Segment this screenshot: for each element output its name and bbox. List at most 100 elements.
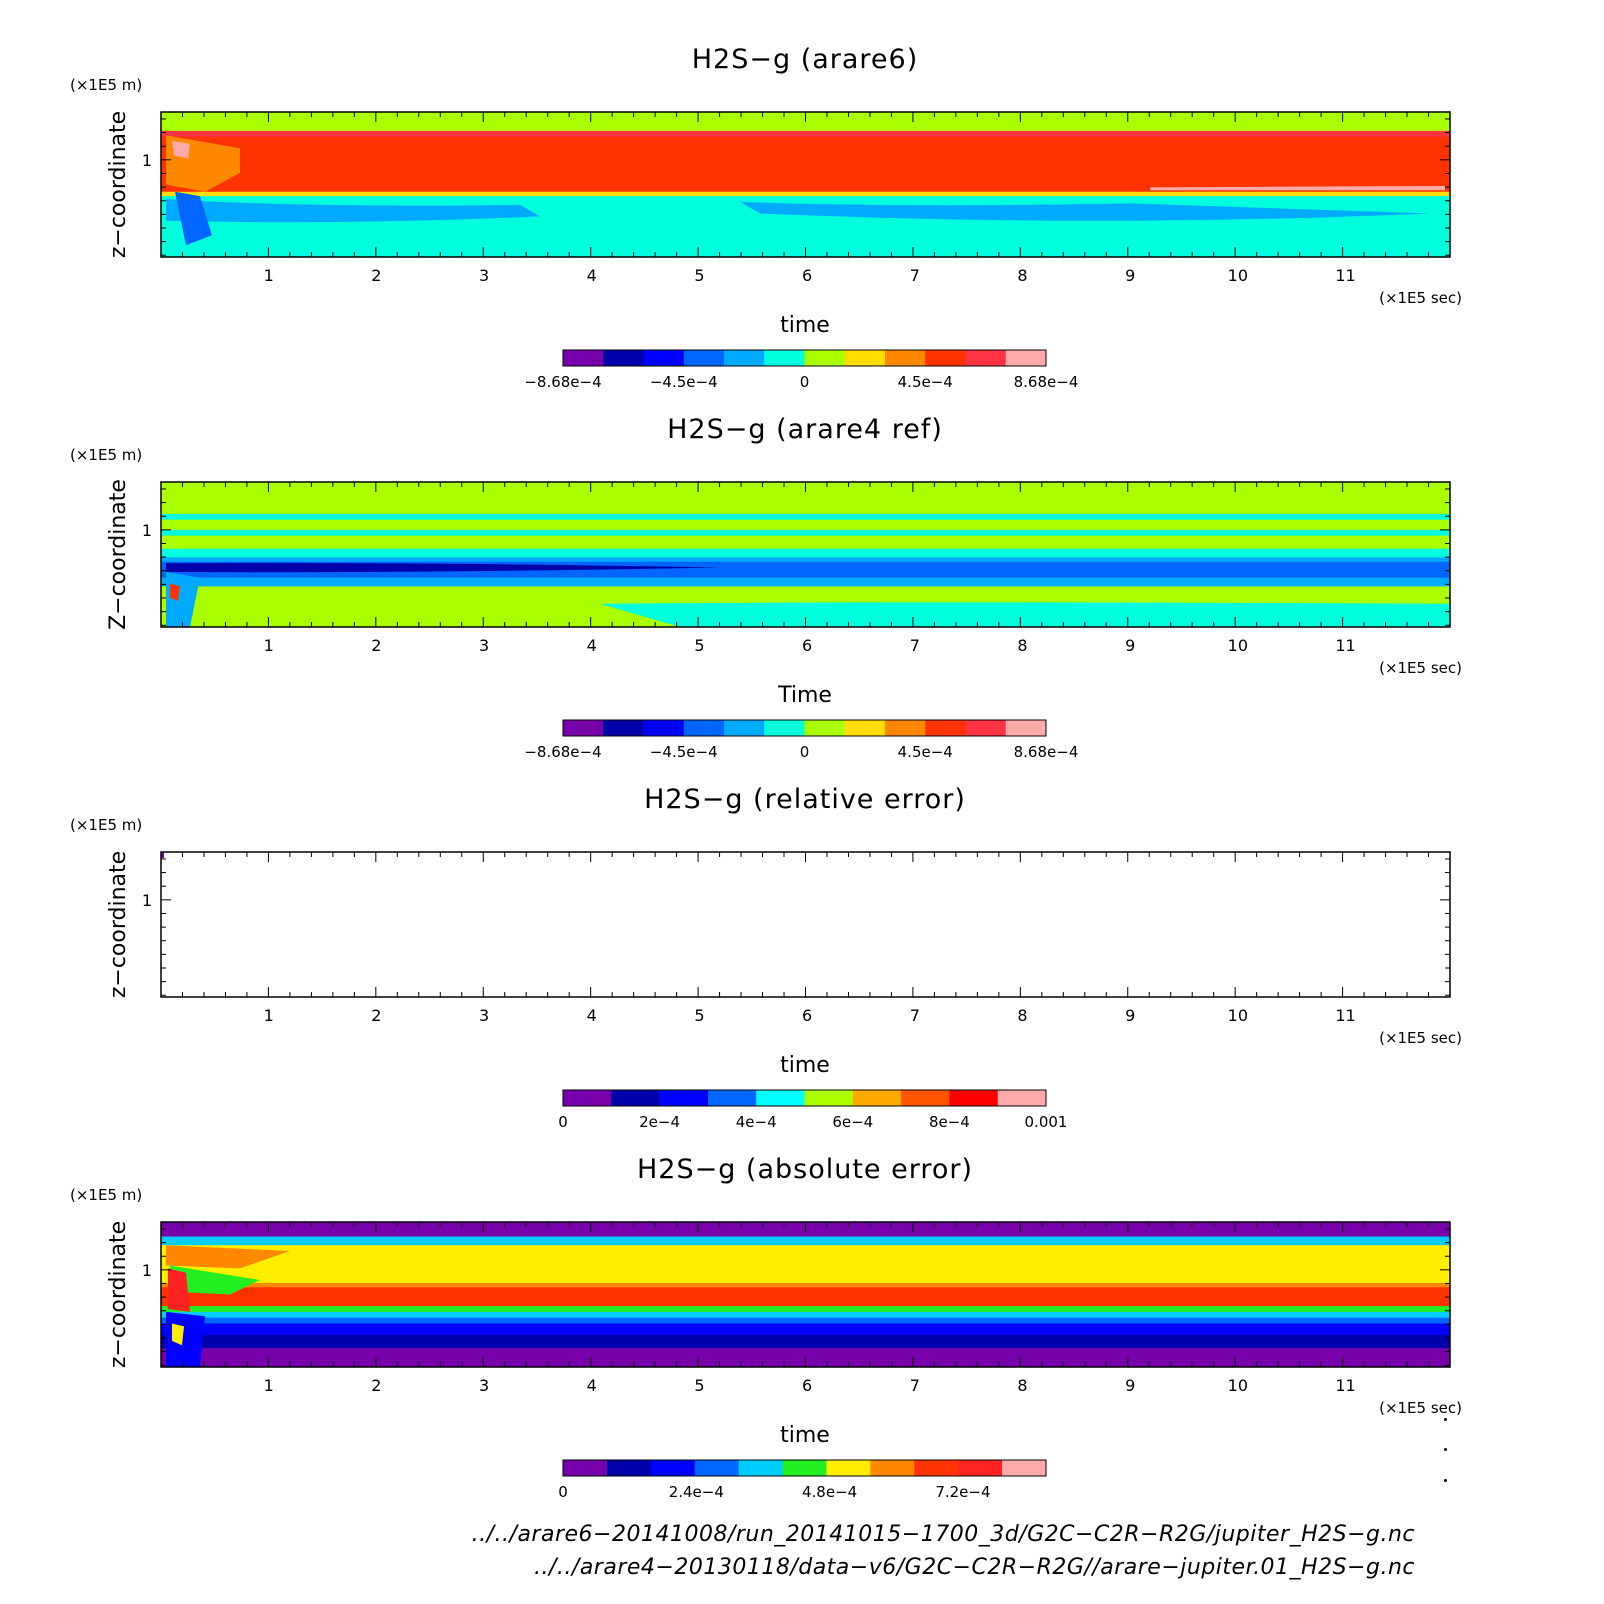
contour-band xyxy=(161,1317,1450,1324)
colorbar-swatch xyxy=(650,1460,696,1476)
colorbar-label: 6e−4 xyxy=(832,1113,873,1131)
colorbar-swatch xyxy=(885,720,926,736)
x-tick-label: 1 xyxy=(264,1006,274,1025)
colorbar-swatch xyxy=(965,350,1007,366)
colorbar-swatch xyxy=(965,720,1007,736)
x-tick-label: 8 xyxy=(1017,1376,1027,1395)
y-tick-label: 1 xyxy=(142,521,152,540)
contour-band xyxy=(161,513,1450,521)
colorbar-label: 8e−4 xyxy=(929,1113,970,1131)
panel-3: H2S−g (relative error) (×1E5 m) z−coordina… xyxy=(70,784,1462,1131)
panel-title: H2S−g (arare4 ref) xyxy=(667,414,943,445)
colorbar-label: 0.001 xyxy=(1025,1113,1068,1131)
colorbar-swatch xyxy=(683,350,725,366)
x-tick-label: 5 xyxy=(694,1006,704,1025)
x-tick-label: 11 xyxy=(1335,1376,1355,1395)
colorbar-label: −8.68e−4 xyxy=(524,373,601,391)
x-tick-label: 4 xyxy=(587,266,597,285)
colorbar-label: 4.8e−4 xyxy=(802,1483,857,1501)
colorbar-swatch xyxy=(1002,1460,1047,1476)
colorbar-label: 8.68e−4 xyxy=(1014,743,1079,761)
y-axis-unit: (×1E5 m) xyxy=(70,76,142,94)
colorbar-swatch xyxy=(603,720,644,736)
colorbar-swatch xyxy=(852,1090,902,1106)
x-axis-label: time xyxy=(780,313,830,338)
contour-band xyxy=(161,1282,1450,1288)
x-tick-label: 10 xyxy=(1228,266,1248,285)
colorbar-label: −4.5e−4 xyxy=(650,373,718,391)
x-tick-label: 6 xyxy=(802,266,812,285)
x-tick-label: 5 xyxy=(694,1376,704,1395)
y-axis-label: z−coordinate xyxy=(106,851,131,998)
x-tick-label: 7 xyxy=(910,266,920,285)
x-tick-label: 6 xyxy=(802,1006,812,1025)
contour-patch xyxy=(170,1265,260,1295)
y-axis-label: z−coordinate xyxy=(106,1221,131,1368)
x-axis-unit: (×1E5 sec) xyxy=(1379,289,1462,307)
colorbar-swatch xyxy=(694,1460,739,1476)
colorbar-swatch xyxy=(844,350,886,366)
contour-band xyxy=(161,557,1450,563)
panel-title: H2S−g (arare6) xyxy=(692,44,919,75)
x-tick-label: 5 xyxy=(694,636,704,655)
contour-patch xyxy=(166,199,540,223)
x-tick-label: 11 xyxy=(1335,636,1355,655)
colorbar-frame xyxy=(562,1089,1047,1107)
contour-band xyxy=(161,1287,1450,1307)
colorbar-label: 4e−4 xyxy=(736,1113,777,1131)
colorbar-frame xyxy=(562,719,1047,737)
x-tick-label: 11 xyxy=(1335,266,1355,285)
contour-band xyxy=(161,1335,1450,1349)
colorbar-swatch xyxy=(1005,720,1047,736)
contour-patch xyxy=(1150,185,1445,191)
colorbar-swatch xyxy=(764,720,805,736)
colorbar-label: 2e−4 xyxy=(639,1113,680,1131)
colorbar-label: 4.5e−4 xyxy=(898,373,953,391)
panel-4: H2S−g (absolute error) (×1E5 m) z−coordina… xyxy=(70,1154,1462,1501)
colorbar-swatch xyxy=(826,1460,871,1476)
colorbar-frame xyxy=(562,349,1047,367)
contour-band xyxy=(161,535,1450,550)
y-axis-label: Z−coordinate xyxy=(106,479,131,630)
x-axis-label: time xyxy=(780,1053,830,1078)
colorbar-swatch xyxy=(724,350,765,366)
x-axis-unit: (×1E5 sec) xyxy=(1379,1029,1462,1047)
y-axis-unit: (×1E5 m) xyxy=(70,816,142,834)
x-tick-label: 6 xyxy=(802,636,812,655)
contour-patch xyxy=(172,1323,184,1346)
x-tick-label: 10 xyxy=(1228,636,1248,655)
y-tick-label: 1 xyxy=(142,1261,152,1280)
colorbar-swatch xyxy=(756,1090,805,1106)
colorbar-swatch xyxy=(764,350,805,366)
contour-patch xyxy=(168,1268,190,1312)
contour-band xyxy=(161,1323,1450,1336)
x-tick-label: 9 xyxy=(1125,1006,1135,1025)
y-tick-label: 1 xyxy=(142,151,152,170)
x-tick-label: 2 xyxy=(371,636,381,655)
colorbar-swatch xyxy=(925,720,966,736)
colorbar-label: 7.2e−4 xyxy=(935,1483,990,1501)
colorbar-swatch xyxy=(738,1460,783,1476)
footer-source-path-2: ../../arare4−20130118/data−v6/G2C−C2R−R2… xyxy=(534,1555,1415,1580)
y-axis-label: z−coordinate xyxy=(106,111,131,258)
colorbar-swatch xyxy=(1005,350,1047,366)
x-tick-label: 1 xyxy=(264,636,274,655)
contour-patch xyxy=(172,141,190,159)
panel-title: H2S−g (absolute error) xyxy=(637,1154,973,1185)
colorbar-label: −8.68e−4 xyxy=(524,743,601,761)
colorbar-swatch xyxy=(563,720,604,736)
colorbar-swatch xyxy=(659,1090,709,1106)
colorbar-swatch xyxy=(611,1090,660,1106)
colorbar-swatch xyxy=(925,350,966,366)
contour-band xyxy=(161,1236,1450,1246)
y-axis-unit: (×1E5 m) xyxy=(70,446,142,464)
stray-dot-3 xyxy=(1444,1479,1447,1482)
x-tick-label: 9 xyxy=(1125,636,1135,655)
contour-patch xyxy=(740,201,1430,221)
colorbar-swatch xyxy=(563,1460,608,1476)
stray-dot-1 xyxy=(1444,1418,1447,1421)
contour-patch xyxy=(170,583,180,601)
x-tick-label: 6 xyxy=(802,1376,812,1395)
x-tick-label: 5 xyxy=(694,266,704,285)
